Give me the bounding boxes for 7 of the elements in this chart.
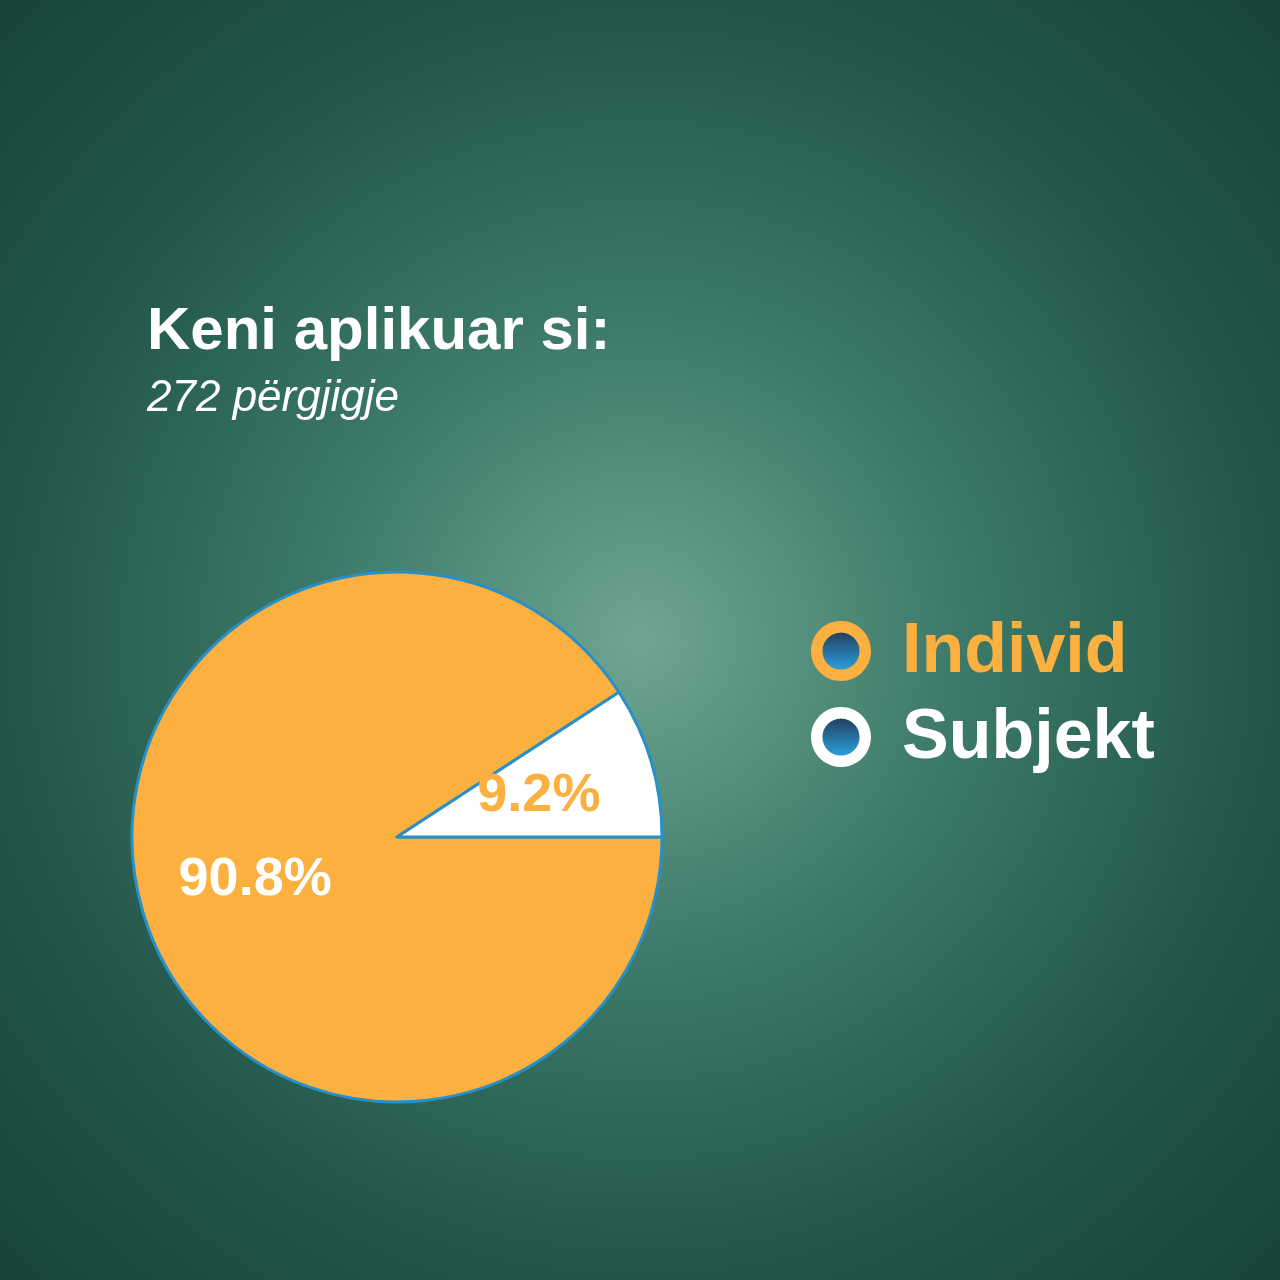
chart-title: Keni aplikuar si: [147,294,611,362]
legend-label: Individ [902,609,1128,687]
chart-subtitle: 272 përgjigje [146,370,399,420]
legend-label: Subjekt [902,695,1155,773]
data-label: 90.8% [178,846,332,907]
pie-slice [130,570,664,1104]
data-label: 9.2% [477,761,601,822]
